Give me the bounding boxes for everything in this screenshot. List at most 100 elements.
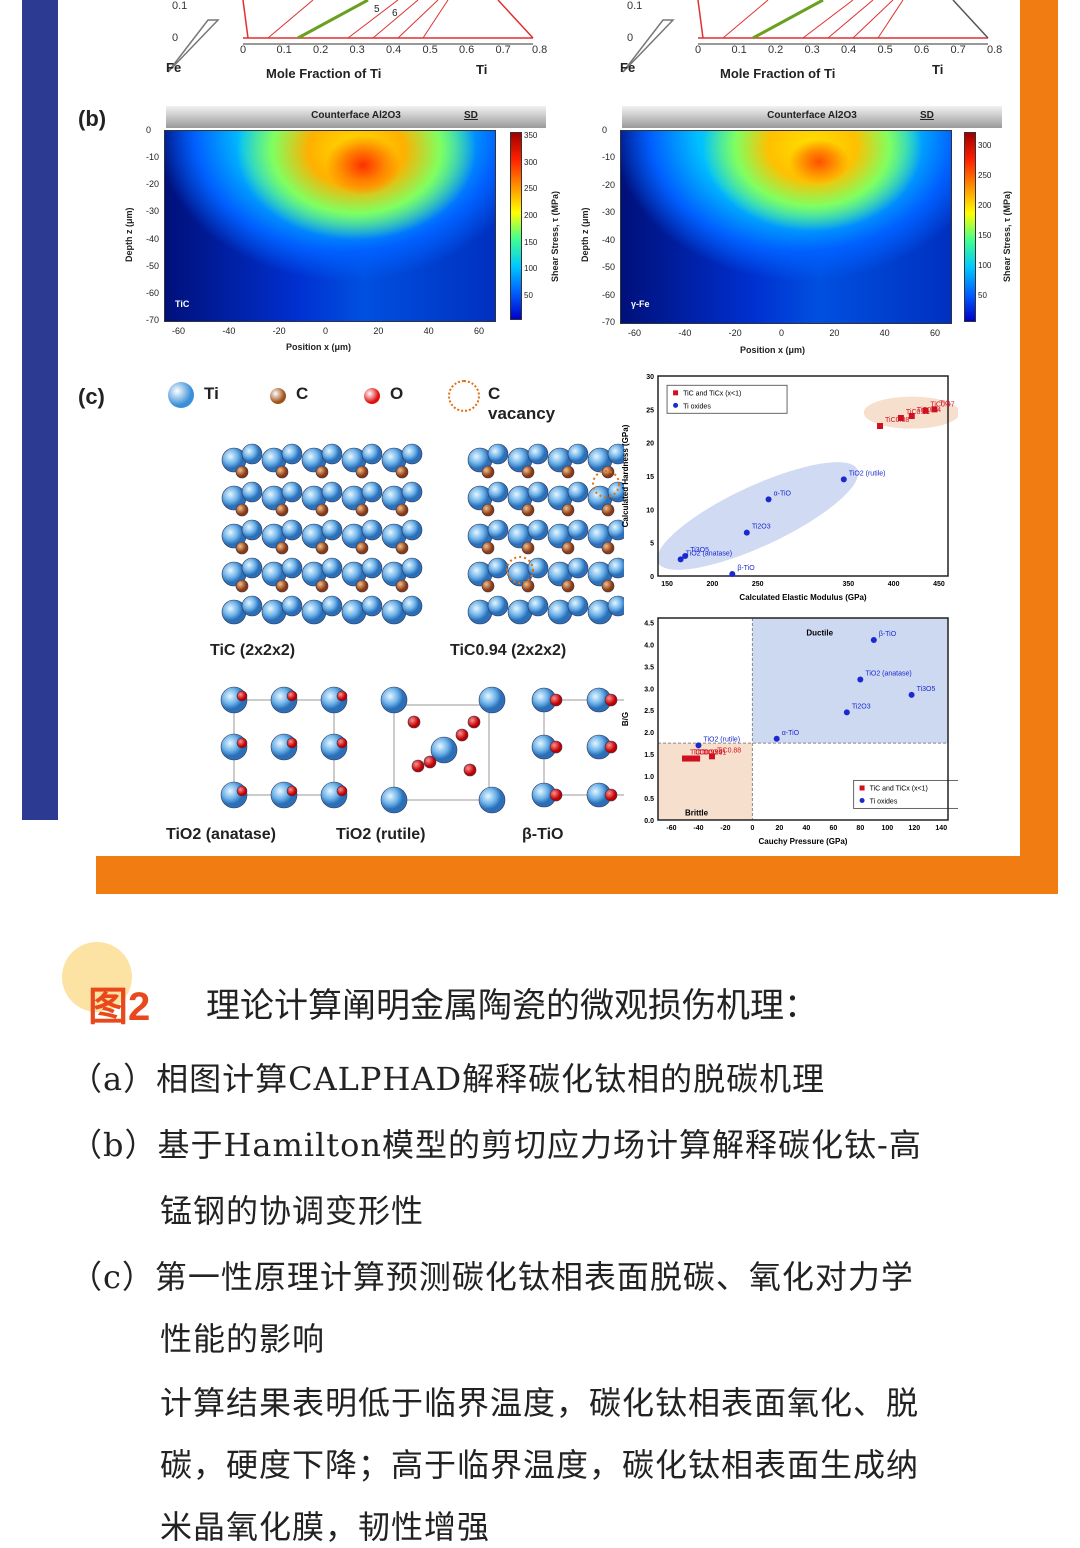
x-tick-label: 40 (802, 825, 810, 832)
o-atom (407, 715, 421, 729)
caption-decor-circle (62, 942, 132, 1012)
c-atom (315, 465, 329, 479)
b-left-counterface-text: Counterface Al2O3 (311, 110, 401, 121)
ti-atom (527, 443, 549, 465)
y-tick-label: 2.0 (644, 730, 654, 737)
b-ctick: 250 (978, 171, 992, 180)
data-point (682, 553, 689, 559)
atom-legend-label: C (296, 384, 309, 403)
b-xtick: 40 (423, 326, 434, 336)
c-atom (561, 503, 575, 517)
ti-atom (607, 481, 624, 503)
a-right-xtick: 0.5 (877, 44, 893, 56)
ti-atom (281, 595, 303, 617)
b-left-cbar-label: Shear Stress, τ (MPa) (550, 190, 560, 282)
ti-atom (241, 443, 263, 465)
o-atom (286, 737, 298, 749)
c-atom (561, 579, 575, 593)
o-atom (411, 759, 425, 773)
x-tick-label: 150 (661, 581, 673, 588)
panel-c-label: (c) (78, 384, 105, 409)
caption-line-d1: 计算结果表明低于临界温度，碳化钛相表面氧化、脱 (160, 1384, 920, 1422)
x-tick-label: 200 (707, 581, 719, 588)
y-tick-label: 5 (650, 541, 654, 548)
ti-atom (241, 595, 263, 617)
b-ctick: 150 (978, 231, 992, 240)
plot-frame (657, 617, 949, 821)
o-atom (286, 785, 298, 797)
ti-atom (361, 443, 383, 465)
ti-atom (607, 595, 624, 617)
x-tick-label: 80 (856, 825, 864, 832)
b-ctick: 100 (978, 261, 992, 270)
c-atom (521, 541, 535, 555)
b-ytick: 0 (602, 125, 608, 135)
atom-legend-label: C vacancy (488, 384, 556, 423)
a-right-xtick: 0.3 (804, 44, 820, 56)
c-atom (315, 503, 329, 517)
o-atom (549, 740, 563, 754)
brittle-region (658, 743, 753, 820)
c-vacancy-icon (592, 470, 620, 498)
b-ctick: 50 (978, 291, 987, 300)
a-left-xtick: 0.5 (422, 44, 438, 56)
point-label: TiC0.94 (917, 407, 941, 414)
a-left-xtick: 0.8 (532, 44, 548, 56)
c-atom (395, 465, 409, 479)
point-label: TiC0.91 (906, 409, 930, 416)
panel-a-ternary-left (167, 0, 534, 73)
c-atom (601, 541, 615, 555)
caption-line-c1: （c）第一性原理计算预测碳化钛相表面脱碳、氧化对力学 (70, 1258, 914, 1296)
atom-dot-icon (448, 380, 480, 412)
y-tick-label: 4.5 (644, 620, 654, 627)
b-right-material: γ-Fe (631, 299, 650, 309)
legend-text: TiC and TiCx (x<1) (870, 785, 928, 792)
data-point (681, 755, 688, 762)
b-ctick: 250 (524, 184, 538, 194)
c-atom (481, 579, 495, 593)
point-label: β-TiO (737, 565, 755, 572)
ti-atom (281, 519, 303, 541)
b-left-ylabel: Depth z (μm) (124, 207, 134, 262)
brittle-label: Brittle (685, 809, 709, 818)
b-ytick: -20 (602, 179, 616, 190)
legend-text: TiC and TiCx (x<1) (683, 390, 741, 397)
x-tick-label: 120 (908, 825, 920, 832)
ti-atom (401, 443, 423, 465)
ti-atom (401, 481, 423, 503)
b-xtick: 0 (779, 328, 785, 338)
b-right-sd: SD (920, 110, 934, 121)
a-right-element-2: Ti (932, 62, 944, 77)
b-ytick: -60 (602, 289, 616, 300)
c-atom (355, 541, 369, 555)
y-tick-label: 3.5 (644, 664, 654, 671)
atom-dot-icon (364, 388, 380, 404)
figure-panel: 0.1 0 0.1 0 5 6 Fe Ti Mole Fraction of T… (58, 0, 1020, 856)
x-axis-label: Cauchy Pressure (GPa) (759, 837, 848, 846)
a-xlabel-left: Mole Fraction of Ti (266, 66, 382, 81)
ti-atom (487, 519, 509, 541)
point-label: TiO2 (rutile) (703, 736, 740, 743)
o-atom (549, 788, 563, 802)
unit-cell-box (393, 704, 490, 801)
structure-label: β-TiO (522, 826, 564, 843)
panel-b-label: (b) (78, 106, 107, 131)
ti-atom (430, 736, 458, 764)
b-ctick: 50 (524, 291, 533, 300)
ti-atom (380, 686, 408, 714)
ti-atom (321, 443, 343, 465)
caption-line-c2: 性能的影响 (160, 1320, 326, 1358)
legend-marker (859, 797, 865, 803)
point-label: TiC0.94 (698, 750, 722, 757)
ti-atom (478, 786, 506, 814)
point-label: TiO2 (anatase) (865, 670, 911, 677)
point-label: Ti2O3 (852, 703, 871, 710)
atom-dot-icon (270, 388, 286, 404)
y-tick-label: 0.5 (644, 796, 654, 803)
data-point (897, 415, 904, 421)
structure-label: TiO2 (anatase) (166, 826, 276, 843)
data-point (729, 571, 736, 577)
y-axis-label: B/G (621, 712, 630, 726)
data-point (773, 735, 780, 742)
a-tick-y-left: 0.1 (172, 0, 188, 12)
